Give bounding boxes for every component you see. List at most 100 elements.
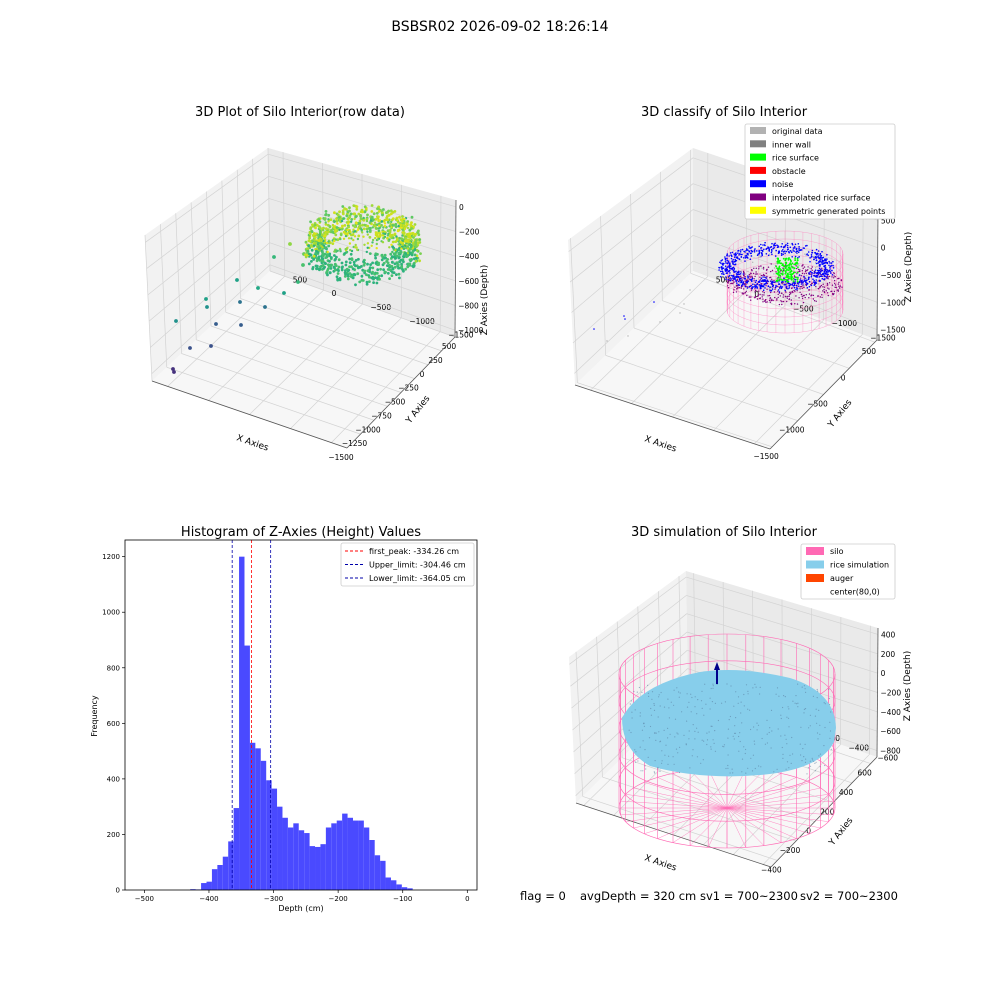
p4-point bbox=[706, 739, 709, 741]
p2-point bbox=[753, 280, 755, 282]
p1-point bbox=[408, 251, 412, 255]
histogram-bar bbox=[320, 844, 326, 890]
p1-point bbox=[324, 221, 327, 224]
p2-point bbox=[806, 279, 808, 282]
p4-point bbox=[729, 715, 732, 718]
p2-point bbox=[830, 290, 832, 293]
p1-point bbox=[329, 218, 333, 222]
p4-point bbox=[800, 754, 802, 756]
p2-point bbox=[811, 266, 813, 268]
p4-point bbox=[775, 693, 777, 695]
p2-point bbox=[823, 291, 825, 293]
p2-point bbox=[789, 291, 791, 293]
p2-point bbox=[777, 289, 780, 291]
p2-point bbox=[798, 255, 800, 258]
p1-point bbox=[368, 280, 371, 283]
p2-point bbox=[806, 283, 808, 286]
p1-point bbox=[344, 263, 348, 267]
p2-point bbox=[796, 257, 799, 260]
p2-point bbox=[786, 249, 789, 251]
p1-axis-line bbox=[346, 336, 456, 449]
p2-point bbox=[719, 261, 721, 264]
p4-point bbox=[801, 760, 803, 762]
p1-point bbox=[334, 238, 338, 241]
histogram-x-axis-label: Depth (cm) bbox=[278, 904, 323, 913]
p1-point bbox=[375, 211, 379, 215]
p2-point bbox=[762, 276, 764, 278]
p4-point bbox=[812, 695, 815, 698]
p2-point bbox=[770, 291, 772, 294]
p1-point bbox=[318, 249, 321, 252]
p1-point bbox=[327, 240, 330, 243]
p4-point bbox=[823, 702, 825, 704]
p4-point bbox=[819, 724, 821, 726]
p2-point bbox=[736, 273, 738, 276]
p4-silo-line bbox=[726, 807, 797, 839]
histogram-bar bbox=[277, 806, 283, 890]
p4-point bbox=[750, 757, 752, 759]
p1-z-tick-label: −600 bbox=[458, 277, 479, 286]
p2-point bbox=[776, 298, 778, 300]
p2-point bbox=[766, 288, 768, 291]
p1-point bbox=[378, 219, 382, 222]
p2-point bbox=[764, 300, 766, 302]
p4-point bbox=[706, 743, 708, 746]
p2-point bbox=[772, 284, 775, 287]
p4-point bbox=[761, 737, 763, 740]
p2-point bbox=[816, 274, 818, 277]
p2-point bbox=[812, 278, 814, 281]
p1-point bbox=[353, 225, 357, 229]
p2-point bbox=[787, 264, 790, 266]
p2-point bbox=[765, 272, 767, 275]
p1-point bbox=[204, 297, 208, 301]
p4-axis-line bbox=[876, 627, 879, 758]
p4-point bbox=[788, 708, 790, 710]
p1-point bbox=[368, 235, 372, 239]
p4-point bbox=[673, 763, 675, 765]
p1-point bbox=[346, 217, 350, 221]
p1-point bbox=[350, 218, 354, 221]
p1-point bbox=[406, 226, 410, 230]
p2-point bbox=[740, 260, 742, 262]
p2-point bbox=[726, 253, 729, 255]
p2-point bbox=[792, 247, 795, 249]
p1-point bbox=[316, 250, 320, 254]
p2-point bbox=[770, 286, 772, 288]
p2-point bbox=[822, 286, 824, 288]
p1-point bbox=[306, 247, 310, 251]
p1-point bbox=[353, 230, 357, 233]
p4-point bbox=[803, 708, 806, 711]
p2-point bbox=[810, 295, 812, 297]
p4-point bbox=[647, 692, 650, 694]
p2-point bbox=[740, 270, 743, 272]
p2-point bbox=[780, 269, 783, 271]
p2-point bbox=[744, 260, 746, 262]
p1-point bbox=[314, 241, 317, 245]
p4-point bbox=[709, 708, 711, 710]
p2-gridline bbox=[574, 260, 694, 374]
histogram-bar bbox=[211, 869, 218, 890]
p1-point bbox=[388, 277, 391, 280]
p1-point bbox=[408, 258, 412, 262]
p4-point bbox=[792, 753, 794, 755]
p1-point bbox=[358, 225, 361, 229]
p4-point bbox=[696, 756, 699, 758]
p2-point bbox=[786, 244, 789, 247]
p4-point bbox=[654, 760, 656, 762]
p2-point bbox=[800, 293, 803, 296]
p2-point bbox=[821, 263, 823, 266]
p1-point bbox=[373, 272, 376, 276]
p1-point bbox=[350, 265, 353, 269]
p4-point bbox=[701, 690, 703, 692]
p2-point bbox=[826, 271, 828, 274]
p4-point bbox=[661, 760, 663, 762]
p1-point bbox=[356, 228, 360, 231]
p2-point bbox=[753, 267, 755, 269]
p1-point bbox=[336, 222, 339, 225]
p2-point bbox=[753, 286, 755, 288]
p1-point bbox=[396, 229, 400, 233]
p2-point bbox=[798, 285, 800, 288]
p1-point bbox=[354, 246, 357, 249]
p2-point bbox=[801, 297, 804, 300]
